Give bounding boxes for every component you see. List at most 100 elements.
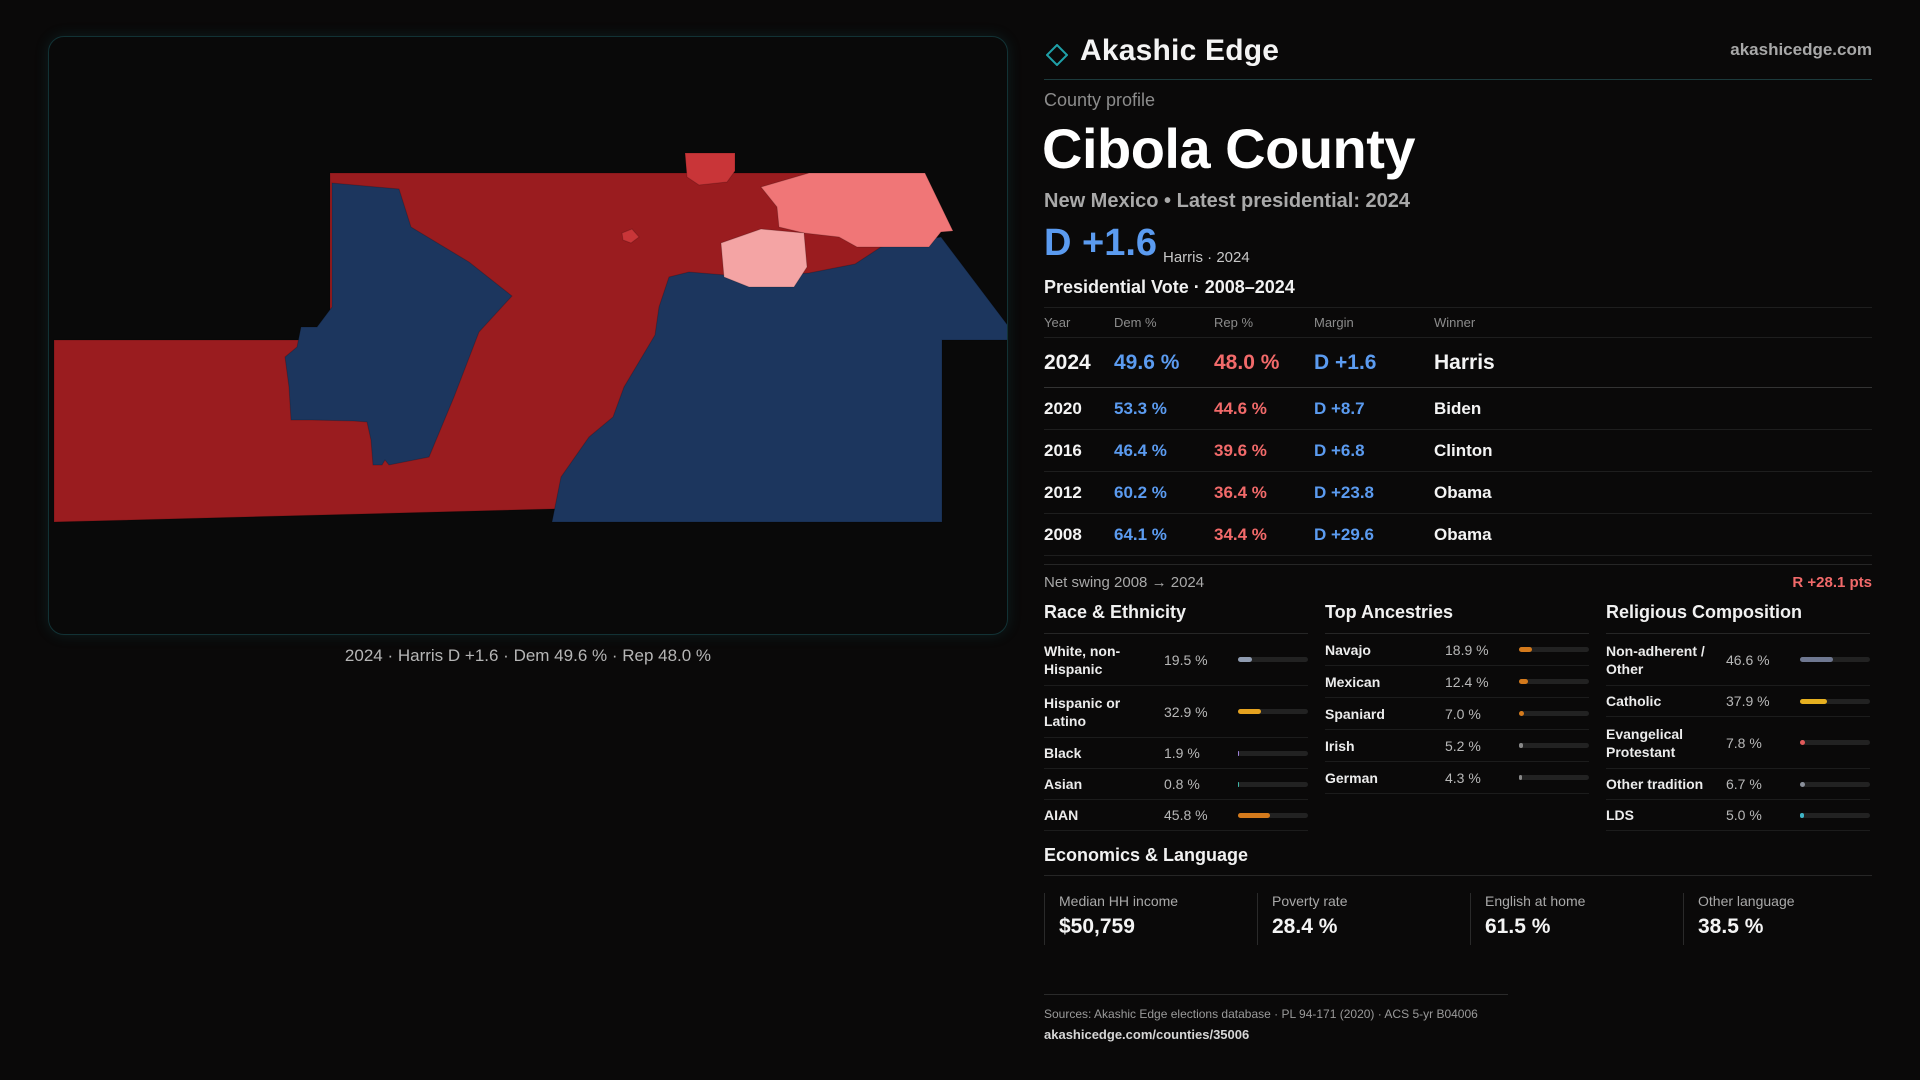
row-winner: Clinton — [1434, 429, 1872, 472]
ancestry-bar — [1519, 775, 1589, 780]
table-row: 2020 53.3 % 44.6 % D +8.7 Biden — [1044, 387, 1872, 430]
religion-bar — [1800, 657, 1870, 662]
ancestry-pct: 7.0 % — [1445, 705, 1481, 722]
precinct-rep-pale[interactable] — [720, 228, 808, 288]
stat-label: Median HH income — [1059, 893, 1179, 909]
precinct-rep-northeast[interactable] — [760, 172, 954, 248]
list-item: Other tradition 6.7 % — [1606, 769, 1870, 800]
ancestry-bar-fill — [1519, 647, 1533, 652]
religion-bar-fill — [1800, 698, 1827, 704]
race-pct: 45.8 % — [1164, 807, 1208, 823]
site-link[interactable]: akashicedge.com — [1730, 40, 1872, 59]
list-item: White, non-Hispanic 19.5 % — [1044, 634, 1308, 686]
ancestry-bar — [1519, 647, 1589, 652]
ancestry-label: Spaniard — [1325, 705, 1385, 722]
brand-name[interactable]: Akashic Edge — [1080, 34, 1280, 67]
row-year: 2024 — [1044, 337, 1114, 388]
stat-label: Poverty rate — [1272, 893, 1348, 909]
religion-bar-fill — [1800, 781, 1805, 787]
religion-bar — [1800, 698, 1870, 704]
list-item: AIAN 45.8 % — [1044, 800, 1308, 831]
race-pct: 0.8 % — [1164, 776, 1200, 792]
religion-bar — [1800, 781, 1870, 787]
race-bar — [1238, 750, 1308, 756]
table-row: 2012 60.2 % 36.4 % D +23.8 Obama — [1044, 471, 1872, 514]
religion-label: LDS — [1606, 807, 1634, 823]
row-dem: 46.4 % — [1114, 429, 1214, 472]
ancestry-title: Top Ancestries — [1325, 602, 1589, 634]
ancestry-pct: 18.9 % — [1445, 641, 1489, 658]
ancestry-bar-fill — [1519, 743, 1523, 748]
ancestry-bar — [1519, 711, 1589, 716]
row-winner: Harris — [1434, 337, 1872, 388]
stat-value: 28.4 % — [1272, 915, 1338, 938]
stat-card: Other language 38.5 % — [1683, 893, 1895, 945]
ancestry-bar-fill — [1519, 711, 1524, 716]
row-rep: 36.4 % — [1214, 471, 1314, 514]
county-map-panel[interactable] — [48, 36, 1008, 635]
row-rep: 39.6 % — [1214, 429, 1314, 472]
ancestry-pct: 12.4 % — [1445, 673, 1489, 690]
row-winner: Biden — [1434, 387, 1872, 430]
race-pct: 19.5 % — [1164, 651, 1208, 668]
col-year: Year — [1044, 307, 1114, 338]
religion-label: Non-adherent / Other — [1606, 642, 1705, 677]
list-item: Navajo 18.9 % — [1325, 634, 1589, 666]
religion-pct: 46.6 % — [1726, 651, 1770, 668]
headline-margin: D +1.6 — [1044, 222, 1158, 264]
list-item: Irish 5.2 % — [1325, 730, 1589, 762]
race-label: AIAN — [1044, 807, 1079, 823]
race-bar-fill — [1238, 781, 1240, 787]
stat-value: $50,759 — [1059, 915, 1135, 938]
economics-divider — [1044, 875, 1872, 876]
row-rep: 48.0 % — [1214, 337, 1314, 388]
race-ethnicity-section: Race & Ethnicity White, non-Hispanic 19.… — [1044, 602, 1308, 831]
row-year: 2020 — [1044, 387, 1114, 430]
ancestries-section: Top Ancestries Navajo 18.9 % Mexican 12.… — [1325, 602, 1589, 794]
ancestry-bar-fill — [1519, 775, 1522, 780]
ancestry-pct: 5.2 % — [1445, 737, 1481, 754]
precinct-map[interactable] — [49, 37, 1008, 635]
footer-divider — [1044, 994, 1508, 995]
economics-title: Economics & Language — [1044, 845, 1249, 865]
race-label: White, non-Hispanic — [1044, 642, 1121, 677]
table-header-row: Year Dem % Rep % Margin Winner — [1044, 307, 1872, 338]
stat-label: English at home — [1485, 893, 1586, 909]
row-rep: 34.4 % — [1214, 513, 1314, 556]
religion-title: Religious Composition — [1606, 602, 1870, 634]
row-margin: D +8.7 — [1314, 387, 1434, 430]
page-subtitle: New Mexico • Latest presidential: 2024 — [1044, 190, 1411, 212]
religion-bar-fill — [1800, 657, 1833, 662]
ancestry-label: German — [1325, 769, 1378, 786]
county-url-link[interactable]: akashicedge.com/counties/35006 — [1044, 1027, 1250, 1042]
page-title: Cibola County — [1042, 117, 1416, 180]
precinct-dem-west[interactable] — [284, 182, 513, 466]
ancestry-label: Mexican — [1325, 673, 1381, 690]
table-row: 2024 49.6 % 48.0 % D +1.6 Harris — [1044, 337, 1872, 388]
page-eyebrow: County profile — [1044, 90, 1156, 110]
precinct-rep-center[interactable] — [621, 228, 640, 244]
headline-margin-note: Harris · 2024 — [1163, 249, 1250, 266]
col-winner: Winner — [1434, 307, 1872, 338]
net-swing-value: R +28.1 pts — [1792, 574, 1872, 591]
list-item: German 4.3 % — [1325, 762, 1589, 794]
ancestry-bar — [1519, 679, 1589, 684]
col-margin: Margin — [1314, 307, 1434, 338]
stat-value: 61.5 % — [1485, 915, 1551, 938]
race-bar-fill — [1238, 750, 1240, 756]
sources-text: Sources: Akashic Edge elections database… — [1044, 1007, 1478, 1021]
votes-title: Presidential Vote · 2008–2024 — [1044, 277, 1295, 297]
row-dem: 49.6 % — [1114, 337, 1214, 388]
precinct-dem-southeast[interactable] — [551, 236, 1008, 523]
religion-bar-fill — [1800, 812, 1804, 818]
row-dem: 60.2 % — [1114, 471, 1214, 514]
stat-card: English at home 61.5 % — [1470, 893, 1682, 945]
stat-label: Other language — [1698, 893, 1795, 909]
row-margin: D +6.8 — [1314, 429, 1434, 472]
religion-bar — [1800, 740, 1870, 745]
precinct-rep-north[interactable] — [684, 152, 736, 186]
race-title: Race & Ethnicity — [1044, 602, 1308, 634]
col-dem: Dem % — [1114, 307, 1214, 338]
diamond-logo-icon — [1046, 44, 1068, 66]
row-winner: Obama — [1434, 471, 1872, 514]
